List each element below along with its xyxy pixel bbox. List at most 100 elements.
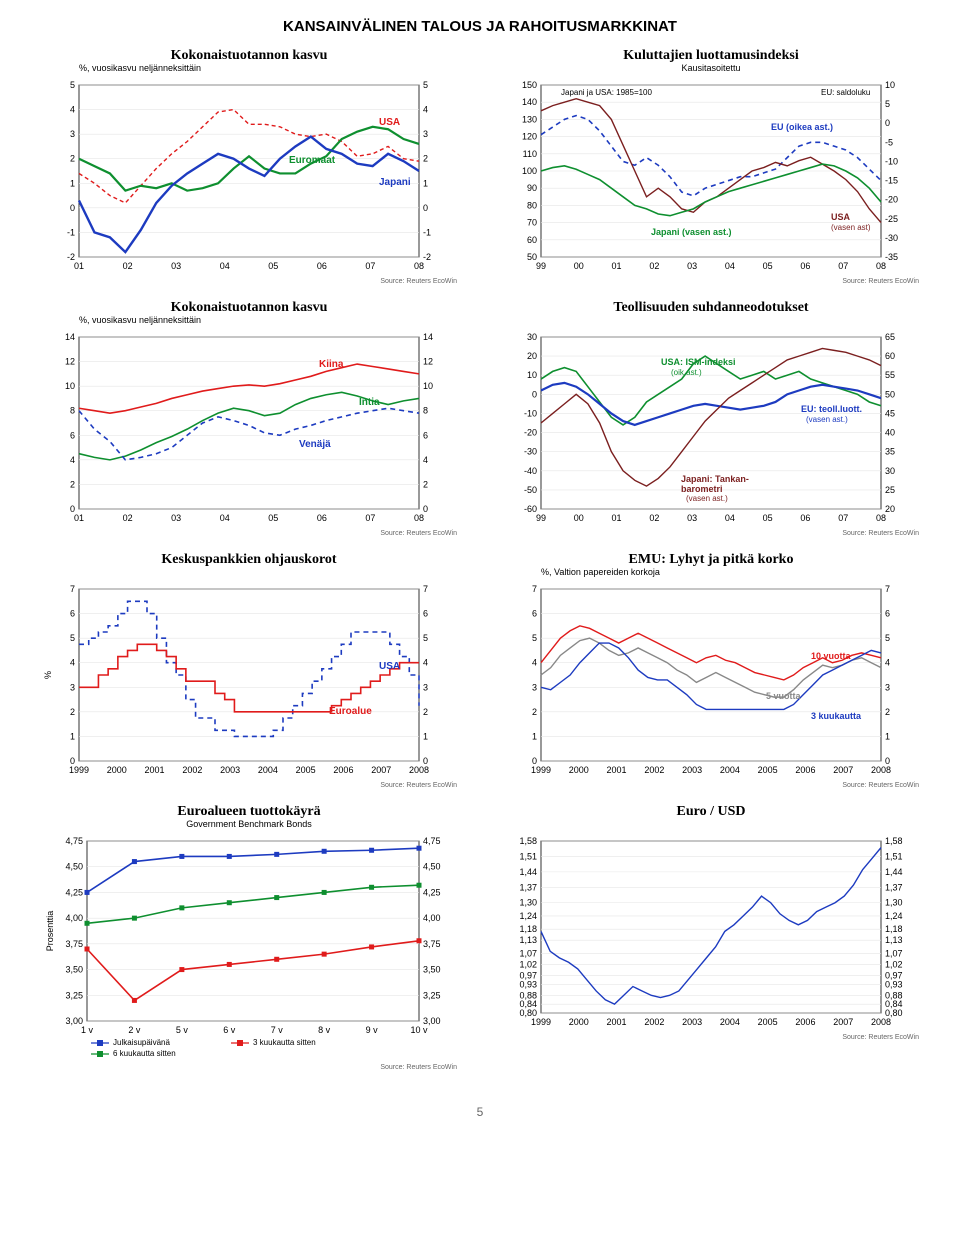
x-tick: 03	[687, 513, 697, 523]
x-tick: 04	[725, 261, 735, 271]
chart-svg: Euro / USD0,800,840,880,930,971,021,071,…	[501, 801, 921, 1041]
y-tick: 1,58	[519, 836, 537, 846]
y-tick: 4	[70, 105, 75, 115]
x-tick: 01	[612, 513, 622, 523]
y-tick-r: -1	[423, 227, 431, 237]
x-tick: 2003	[682, 1017, 702, 1027]
marker	[85, 947, 90, 952]
x-tick: 08	[876, 513, 886, 523]
x-tick: 2 v	[128, 1025, 141, 1035]
x-tick: 05	[268, 261, 278, 271]
label-jp: Japani (vasen ast.)	[651, 227, 732, 237]
x-tick: 2003	[220, 765, 240, 775]
y-tick-r: 4,25	[423, 887, 441, 897]
y-tick-r: 8	[423, 406, 428, 416]
y-tick-r: 2	[423, 479, 428, 489]
y-tick-r: 0,97	[885, 971, 903, 981]
y-tick: 14	[65, 332, 75, 342]
chart-title: EMU: Lyhyt ja pitkä korko	[629, 552, 794, 567]
y-tick-r: 40	[885, 428, 895, 438]
label-kiina: Kiina	[319, 359, 344, 370]
x-tick: 2005	[296, 765, 316, 775]
y-tick: 3,75	[65, 939, 83, 949]
y-tick-r: 12	[423, 357, 433, 367]
marker	[417, 883, 422, 888]
label-intia: Intia	[359, 397, 380, 408]
label-right: EU: saldoluku	[821, 88, 870, 97]
y-tick: 1,02	[519, 959, 537, 969]
y-tick: -20	[524, 428, 537, 438]
panel-7: Euroalueen tuottokäyräGovernment Benchma…	[30, 801, 468, 1071]
panel-6: EMU: Lyhyt ja pitkä korko%, Valtion pape…	[492, 549, 930, 789]
y-tick: 1	[70, 178, 75, 188]
x-tick: 2007	[371, 765, 391, 775]
y-tick: 0,93	[519, 979, 537, 989]
marker	[369, 885, 374, 890]
y-tick-r: 1	[885, 731, 890, 741]
y-tick-r: -30	[885, 233, 898, 243]
source-text: Source: Reuters EcoWin	[842, 1034, 919, 1041]
x-tick: 03	[687, 261, 697, 271]
label-10v: 10 vuotta	[811, 651, 852, 661]
x-tick: 01	[74, 261, 84, 271]
x-tick: 2001	[145, 765, 165, 775]
y-tick: 20	[527, 351, 537, 361]
x-tick: 03	[171, 513, 181, 523]
marker	[179, 905, 184, 910]
marker	[274, 957, 279, 962]
y-tick-r: 50	[885, 389, 895, 399]
marker	[85, 890, 90, 895]
y-tick-r: 35	[885, 447, 895, 457]
y-tick: 100	[522, 166, 537, 176]
y-tick-r: 0,88	[885, 990, 903, 1000]
y-tick: 0	[70, 203, 75, 213]
y-tick-r: 4,50	[423, 862, 441, 872]
x-tick: 2007	[833, 1017, 853, 1027]
y-tick-r: -2	[423, 252, 431, 262]
label-eu-sub: (vasen ast.)	[806, 415, 848, 424]
label-eu: EU (oikea ast.)	[771, 122, 833, 132]
x-tick: 06	[317, 261, 327, 271]
y-tick-r: 0,84	[885, 999, 903, 1009]
x-tick: 08	[414, 513, 424, 523]
y-axis-label: Prosenttia	[45, 911, 55, 952]
label-5v: 5 vuotta	[766, 691, 802, 701]
chart-svg: Keskuspankkien ohjauskorot01234567012345…	[39, 549, 459, 789]
y-tick: 2	[70, 154, 75, 164]
label-3kk: 3 kuukautta	[811, 711, 862, 721]
chart-svg: Euroalueen tuottokäyräGovernment Benchma…	[39, 801, 459, 1071]
x-tick: 07	[365, 513, 375, 523]
y-tick: 4,00	[65, 913, 83, 923]
x-tick: 02	[649, 513, 659, 523]
source-text: Source: Reuters EcoWin	[380, 782, 457, 789]
chart-subtitle: Kausitasoitettu	[681, 63, 740, 73]
chart-grid: Kokonaistuotannon kasvu%, vuosikasvu nel…	[0, 45, 960, 1095]
x-tick: 7 v	[271, 1025, 284, 1035]
label-euromaat: Euromaat	[289, 155, 336, 166]
x-tick: 07	[838, 261, 848, 271]
label-usa: USA	[379, 117, 400, 128]
source-text: Source: Reuters EcoWin	[842, 278, 919, 285]
chart-title: Euroalueen tuottokäyrä	[177, 804, 320, 819]
x-tick: 01	[74, 513, 84, 523]
y-tick-r: 5	[423, 80, 428, 90]
y-tick: -50	[524, 485, 537, 495]
label-usa-sub: (vasen ast)	[831, 223, 871, 232]
y-tick-r: 30	[885, 466, 895, 476]
y-tick-r: 1,51	[885, 851, 903, 861]
marker	[417, 938, 422, 943]
x-tick: 04	[220, 513, 230, 523]
y-tick: 1,30	[519, 898, 537, 908]
marker	[179, 854, 184, 859]
marker	[274, 852, 279, 857]
y-tick: 5	[70, 80, 75, 90]
y-tick-r: 1,02	[885, 959, 903, 969]
marker	[132, 859, 137, 864]
y-tick-r: 4	[423, 455, 428, 465]
y-tick: 6	[70, 430, 75, 440]
y-tick: -10	[524, 408, 537, 418]
y-tick-r: 4,00	[423, 913, 441, 923]
chart-svg: EMU: Lyhyt ja pitkä korko%, Valtion pape…	[501, 549, 921, 789]
x-tick: 2001	[607, 1017, 627, 1027]
x-tick: 02	[123, 261, 133, 271]
